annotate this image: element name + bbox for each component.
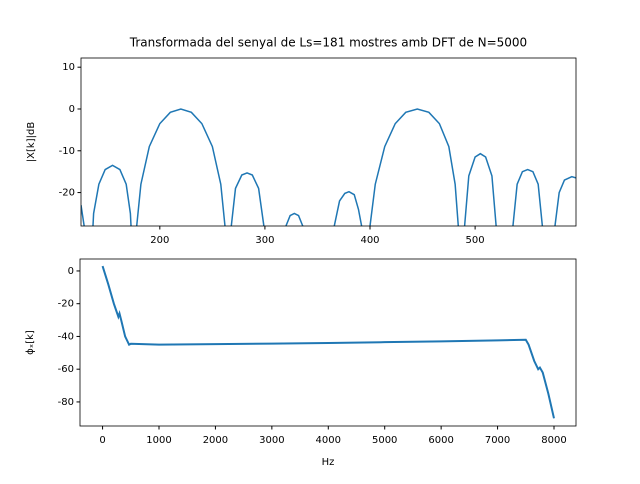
x-tick-label: 8000 [541,435,566,446]
y-tick-label: -60 [58,364,74,375]
x-tick-label: 2000 [203,435,228,446]
x-tick-label: 200 [150,235,169,246]
x-tick-label: 6000 [428,435,453,446]
x-tick-label: 0 [99,435,105,446]
x-tick-label: 300 [255,235,274,246]
y-tick-label: -20 [59,188,75,199]
x-tick-label: 3000 [259,435,284,446]
y-tick-label: -40 [58,331,74,342]
x-tick-label: 5000 [372,435,397,446]
x-tick-label: 400 [360,235,379,246]
y-tick-label: -20 [58,299,74,310]
x-tick-label: 500 [466,235,485,246]
y-tick-label: -10 [59,146,75,157]
y-axis-label: ϕₓ[k] [25,330,36,355]
data-line [81,108,576,226]
x-tick-label: 1000 [146,435,171,446]
y-axis-label: |X[k]|dB [26,122,37,163]
x-tick-label: 7000 [485,435,510,446]
axes-frame [80,57,577,227]
axes-frame [79,258,577,427]
y-tick-label: 0 [69,104,75,115]
data-line [101,265,555,419]
y-tick-label: 0 [68,266,74,277]
x-tick-label: 4000 [316,435,341,446]
y-tick-label: 10 [62,62,75,73]
x-axis-label: Hz [322,457,335,468]
chart-title: Transformada del senyal de Ls=181 mostre… [129,36,527,50]
y-tick-label: -80 [58,397,74,408]
